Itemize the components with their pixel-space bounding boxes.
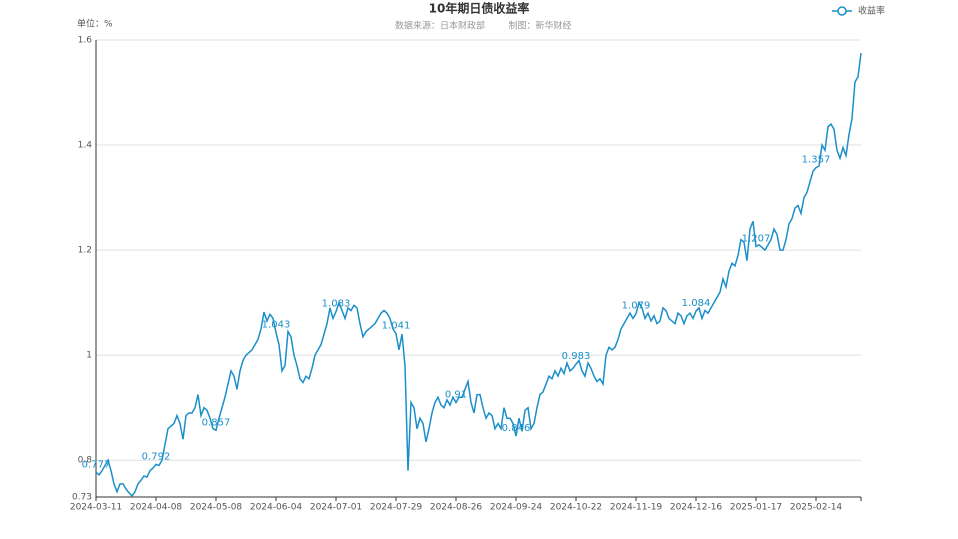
data-label: 0.777	[82, 459, 111, 470]
x-tick-label: 2025-01-17	[730, 503, 782, 513]
y-tick-label: 0.8	[78, 456, 93, 466]
y-tick-label: 1.6	[78, 36, 93, 46]
data-label: 1.357	[802, 155, 831, 166]
x-tick-label: 2024-11-19	[610, 503, 663, 513]
x-tick-label: 2024-05-08	[190, 503, 243, 513]
data-label: 1.041	[382, 321, 411, 332]
data-label: 1.083	[322, 299, 351, 310]
y-tick-label: 1	[86, 351, 92, 361]
data-label: 1.079	[622, 301, 651, 312]
chart-title: 10年期日债收益率	[429, 1, 530, 16]
line	[95, 53, 862, 498]
x-tick-label: 2024-07-29	[370, 503, 423, 513]
x-tick-label: 2024-04-08	[130, 503, 183, 513]
legend-marker	[837, 6, 847, 16]
y-tick-label: 1.4	[78, 141, 93, 151]
y-tick-label: 0.73	[72, 493, 92, 503]
legend-label: 收益率	[858, 5, 885, 17]
x-tick-label: 2024-12-16	[670, 503, 723, 513]
data-label: 0.857	[202, 417, 231, 428]
data-label: 0.983	[562, 351, 591, 362]
x-tick-label: 2024-03-11	[70, 503, 122, 513]
x-tick-label: 2024-09-24	[490, 503, 543, 513]
y-tick-label: 1.2	[78, 246, 92, 256]
x-tick-label: 2024-10-22	[550, 503, 602, 513]
chart-source: 数据来源：日本财政部	[395, 20, 485, 32]
data-label: 1.084	[682, 298, 711, 309]
x-tick-label: 2024-07-01	[310, 503, 362, 513]
x-tick-label: 2024-08-26	[430, 503, 483, 513]
x-tick-label: 2024-06-04	[250, 503, 303, 513]
x-tick-label: 2025-02-14	[790, 503, 843, 513]
data-label: 1.207	[742, 233, 771, 244]
chart-credit: 制图：新华财经	[508, 20, 571, 32]
data-label: 0.91	[445, 389, 467, 400]
data-label: 0.846	[502, 423, 531, 434]
data-label: 0.792	[142, 451, 171, 462]
data-label: 1.043	[262, 320, 291, 331]
y-axis-label: 单位：%	[77, 18, 113, 30]
